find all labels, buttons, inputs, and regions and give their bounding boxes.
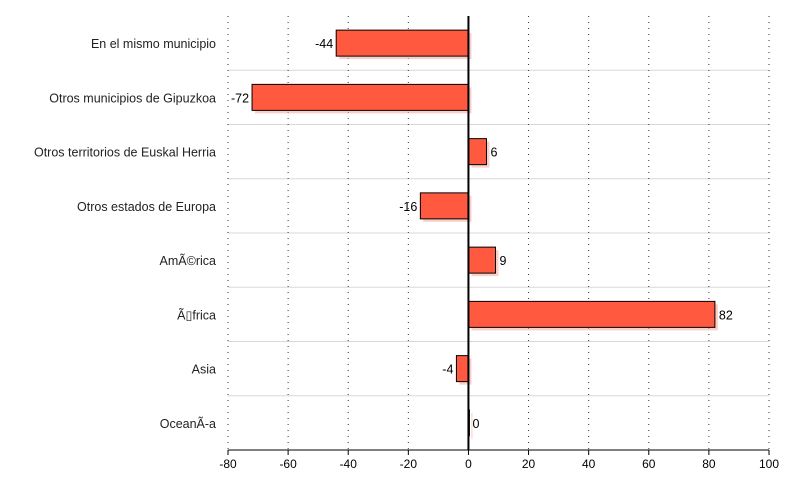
bar	[335, 29, 469, 57]
category-label: En el mismo municipio	[91, 37, 216, 51]
x-tick-label: -60	[279, 457, 297, 471]
x-tick-label: -20	[400, 457, 418, 471]
bar	[419, 192, 469, 220]
x-tick-label: 40	[582, 457, 596, 471]
category-label: Ã▯frica	[177, 308, 216, 322]
data-label: -44	[315, 37, 333, 51]
category-label: Asia	[192, 363, 216, 377]
data-label: 82	[719, 308, 733, 322]
x-tick-label: 100	[759, 457, 779, 471]
x-tick-label: -80	[219, 457, 237, 471]
bar	[467, 138, 487, 166]
data-label: 0	[472, 417, 479, 431]
x-tick-label: 20	[522, 457, 536, 471]
data-label: -16	[399, 200, 417, 214]
x-tick-label: 60	[642, 457, 656, 471]
category-label: Otros territorios de Euskal Herria	[34, 146, 216, 160]
bar	[467, 300, 716, 328]
data-label: -72	[231, 91, 249, 105]
bar-shadow	[471, 412, 473, 439]
bar	[467, 246, 496, 274]
x-tick-label: 0	[465, 457, 472, 471]
category-label: Otros estados de Europa	[77, 200, 216, 214]
category-label: AmÃ©rica	[160, 254, 216, 268]
data-label: 9	[499, 254, 506, 268]
x-tick-label: -40	[340, 457, 358, 471]
category-label: Otros municipios de Gipuzkoa	[49, 91, 216, 105]
category-label: OceanÃ-a	[160, 417, 216, 431]
data-label: -4	[442, 363, 453, 377]
bar	[455, 355, 469, 383]
bar	[251, 83, 469, 111]
x-tick-label: 80	[702, 457, 716, 471]
data-label: 6	[490, 146, 497, 160]
